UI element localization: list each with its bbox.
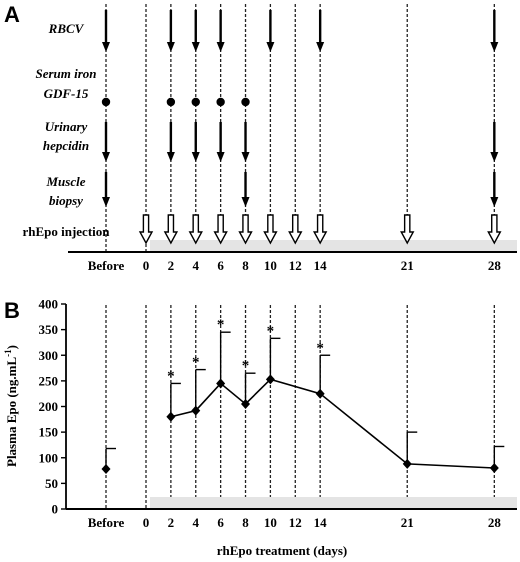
data-point [489,463,499,473]
x-tick-label: 4 [193,515,200,530]
timeline-day-label: 21 [401,258,414,273]
injection-arrow [163,214,179,245]
y-tick-label: 350 [39,322,59,337]
data-point [402,458,412,469]
sample-arrow [216,10,225,52]
sample-arrow [241,172,250,207]
y-tick-label: 100 [39,450,59,465]
significance-marker: * [267,323,275,339]
row-label-urinary: Urinary [45,119,88,134]
x-tick-label: 0 [143,515,150,530]
injection-label: rhEpo injection [22,224,110,239]
sample-arrow [191,122,200,162]
x-tick-label: 14 [314,515,328,530]
sample-arrow [102,10,110,52]
injection-arrow [188,214,203,245]
series-line [170,378,495,469]
row-label-serum: Serum iron [35,66,96,81]
panel-b-letter: B [4,298,20,323]
data-point [166,411,176,422]
significance-marker: * [217,317,225,333]
sample-arrow [490,10,499,52]
y-tick-label: 200 [39,399,59,414]
timeline-day-label: 8 [242,258,249,273]
sample-dot [166,97,176,107]
y-axis-label: Plasma Epo (ng.mL-1) [3,345,19,467]
x-tick-label: 28 [488,515,502,530]
injection-arrow [213,214,228,245]
timeline-day-label: 6 [217,258,224,273]
sample-arrow [266,10,275,52]
timeline-day-label: 12 [289,258,302,273]
timeline-day-label: 14 [314,258,328,273]
injection-arrow [138,214,154,245]
injection-arrow [263,214,278,245]
treatment-band [150,497,517,509]
row-label-serum: GDF-15 [44,86,89,101]
y-tick-label: 250 [39,373,59,388]
data-point [265,374,275,385]
significance-marker: * [316,340,324,356]
x-tick-label: 8 [242,515,249,530]
timeline-day-label: 10 [264,258,277,273]
significance-marker: * [167,368,175,384]
row-label-rbcv: RBCV [48,21,85,36]
x-tick-label: Before [88,515,125,530]
x-tick-label: 12 [289,515,302,530]
sample-arrow [316,10,325,52]
y-tick-label: 50 [45,476,58,491]
injection-arrow [400,214,415,245]
x-axis-label: rhEpo treatment (days) [217,543,347,558]
x-tick-label: 6 [217,515,224,530]
sample-arrow [191,10,200,52]
timeline-day-label: 28 [488,258,502,273]
row-label-muscle: biopsy [49,193,83,208]
panel-a-letter: A [4,2,20,27]
x-tick-label: 2 [168,515,175,530]
x-tick-label: 10 [264,515,277,530]
sample-arrow [102,172,110,207]
sample-arrow [166,10,175,52]
sample-arrow [490,172,499,207]
data-point [315,388,325,399]
timeline-day-label: 0 [143,258,150,273]
injection-arrow [288,214,303,245]
sample-dot [191,97,200,107]
panel-a: A RBCV Serum iron GDF-15 Urinary hepcidin Musc… [4,2,517,273]
significance-marker: * [192,355,200,371]
data-point [101,464,111,475]
significance-marker: * [242,358,250,374]
injection-arrow [487,214,502,245]
sample-arrow [166,122,175,162]
y-tick-label: 300 [39,348,59,363]
sample-arrow [241,122,250,162]
data-point [191,405,201,416]
y-tick-label: 400 [39,297,59,312]
injection-arrow [238,214,253,245]
row-label-urinary: hepcidin [43,138,89,153]
sample-arrow [216,122,225,162]
sample-dot [216,97,225,107]
timeline-day-label: 2 [168,258,175,273]
sample-arrow [102,122,110,162]
injection-arrow [312,214,328,245]
y-tick-label: 150 [39,425,59,440]
sample-arrow [490,122,499,162]
sample-dot [101,97,111,107]
y-tick-label: 0 [52,502,59,517]
row-label-muscle: Muscle [46,174,86,189]
data-point [216,378,226,389]
timeline-day-label: 4 [193,258,200,273]
sample-dot [241,97,250,107]
x-tick-label: 21 [401,515,414,530]
treatment-band [150,240,517,252]
data-point [241,398,251,409]
timeline-before-label: Before [88,258,125,273]
